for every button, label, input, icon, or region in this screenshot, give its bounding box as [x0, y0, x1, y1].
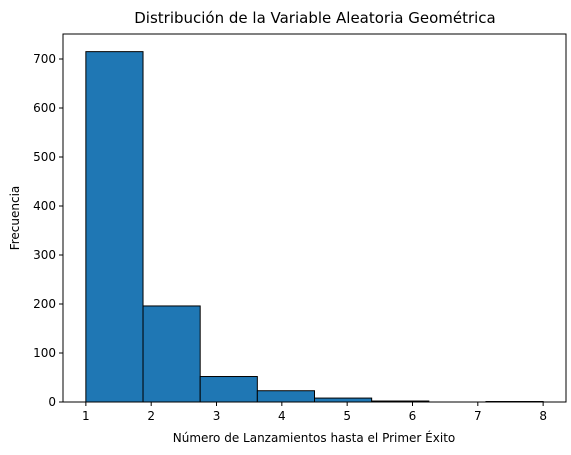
x-tick-label: 6: [409, 409, 417, 423]
x-axis-ticks: 1 2 3 4 5 6 7 8: [82, 402, 547, 423]
y-tick-label: 600: [33, 101, 56, 115]
x-tick-label: 1: [82, 409, 90, 423]
x-tick-label: 4: [278, 409, 286, 423]
y-tick-label: 0: [48, 395, 56, 409]
y-axis-ticks: 0 100 200 300 400 500 600 700: [33, 52, 63, 409]
histogram-bar: [256, 390, 316, 403]
y-axis-label: Frecuencia: [8, 186, 22, 251]
y-tick-label: 100: [33, 346, 56, 360]
y-tick-label: 200: [33, 297, 56, 311]
chart-title: Distribución de la Variable Aleatoria Ge…: [134, 9, 496, 27]
y-tick-label: 300: [33, 248, 56, 262]
x-tick-label: 3: [213, 409, 221, 423]
histogram-bar: [85, 51, 144, 403]
x-tick-label: 2: [147, 409, 155, 423]
histogram-bar: [199, 376, 258, 403]
histogram-bar: [314, 397, 373, 403]
x-axis-label: Número de Lanzamientos hasta el Primer É…: [173, 430, 456, 445]
y-tick-label: 400: [33, 199, 56, 213]
y-tick-label: 700: [33, 52, 56, 66]
x-tick-label: 8: [539, 409, 547, 423]
y-tick-label: 500: [33, 150, 56, 164]
bars-group: [85, 51, 544, 403]
x-tick-label: 5: [343, 409, 351, 423]
x-tick-label: 7: [474, 409, 482, 423]
histogram-bar: [142, 305, 201, 403]
plot-frame: [62, 33, 567, 403]
